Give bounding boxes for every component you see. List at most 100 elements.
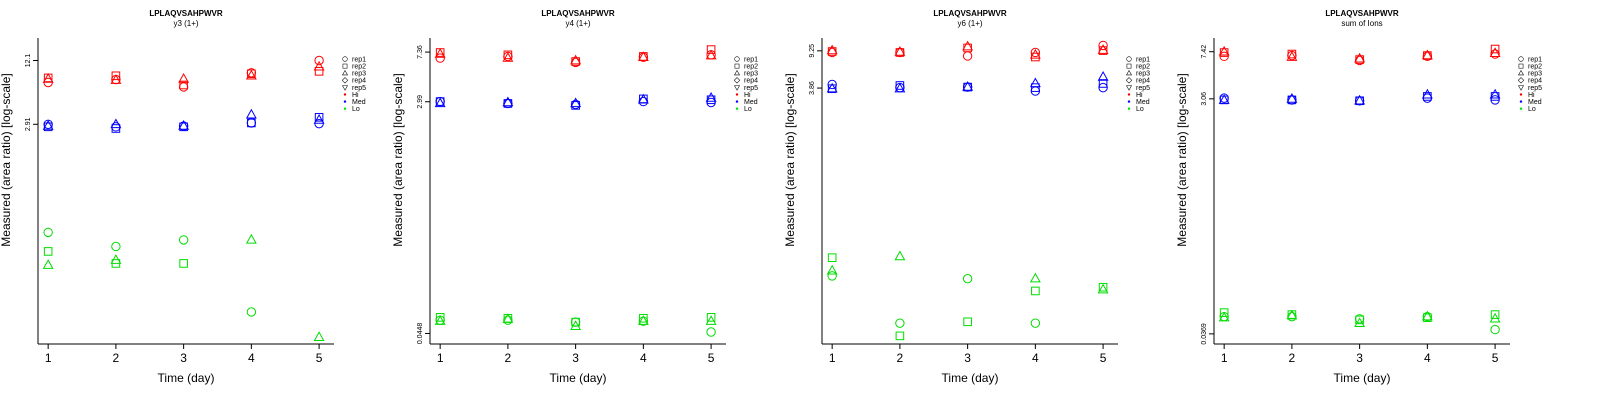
legend-symbol <box>343 107 347 110</box>
y-axis-title: Measured (area ratio) [log-scale] <box>0 73 13 246</box>
data-point-med-rep2 <box>247 118 256 128</box>
legend-symbol-hi <box>343 93 347 96</box>
data-point-lo-rep2 <box>43 247 53 256</box>
x-tick-label: 2 <box>113 351 120 365</box>
legend-symbol-rep4 <box>341 77 349 84</box>
data-point-lo-rep2 <box>827 253 837 263</box>
data-point-med-rep1 <box>246 118 257 128</box>
data-point-med-rep3 <box>1489 88 1501 99</box>
data-point-lo-rep2 <box>706 313 716 322</box>
data-point-lo-rep3 <box>313 331 325 341</box>
x-tick-label: 2 <box>897 351 904 365</box>
data-point-lo-rep2 <box>1219 308 1229 317</box>
data-point-hi-rep2 <box>1287 49 1297 59</box>
legend-symbol-rep5 <box>1518 85 1524 91</box>
legend-label: rep2 <box>1136 64 1150 71</box>
data-point-med-rep2 <box>827 84 837 94</box>
legend-symbol <box>1518 56 1524 62</box>
data-point-lo-rep3 <box>1029 272 1041 283</box>
legend-label: Hi <box>1136 92 1143 99</box>
chart-subtitle: y6 (1+) <box>957 19 982 28</box>
y-tick-label: 9.25 <box>809 44 816 58</box>
x-axis-title: Time (day) <box>1334 371 1391 385</box>
data-point-hi-rep1 <box>962 51 973 61</box>
legend-symbol <box>1126 69 1132 76</box>
legend-symbol-rep3 <box>1518 69 1524 76</box>
legend-label: Hi <box>352 92 359 99</box>
legend-symbol-hi <box>1127 93 1131 96</box>
data-point-med-rep3 <box>570 97 582 108</box>
data-point-lo-rep1 <box>895 318 905 328</box>
legend-label: rep3 <box>1136 71 1150 78</box>
legend-label: Lo <box>352 106 360 113</box>
chart-title: LPLAQVSAHPWVR <box>541 9 615 18</box>
y-axis-title: Measured (area ratio) [log-scale] <box>1175 73 1189 246</box>
data-point-med-rep3 <box>110 118 122 129</box>
legend-symbol-lo <box>1519 107 1523 110</box>
data-point-lo-rep1 <box>962 273 973 284</box>
data-point-med-rep2 <box>1031 83 1040 92</box>
data-point-hi-rep1 <box>1490 49 1500 59</box>
legend-symbol <box>1127 93 1131 96</box>
legend-label: rep1 <box>352 56 366 63</box>
legend-symbol-rep3 <box>342 69 348 76</box>
data-point-hi-rep3 <box>962 40 974 51</box>
x-tick-label: 1 <box>829 351 836 365</box>
data-point-lo-rep3 <box>570 320 582 331</box>
data-point-med-rep2 <box>111 124 121 133</box>
data-point-med-rep3 <box>1218 94 1230 104</box>
y-tick-label: 3.86 <box>809 81 816 95</box>
x-tick-label: 1 <box>437 351 444 365</box>
data-point-lo-rep1 <box>827 271 837 281</box>
chart-title: LPLAQVSAHPWVR <box>933 9 1007 18</box>
data-point-lo-rep2 <box>1098 282 1108 292</box>
data-point-hi-rep3 <box>705 49 717 60</box>
data-point-hi-rep2 <box>1423 51 1432 60</box>
data-point-lo-rep3 <box>1097 283 1109 294</box>
x-axis-title: Time (day) <box>942 371 999 385</box>
data-point-hi-rep2 <box>706 45 716 54</box>
data-point-med-rep2 <box>314 113 324 122</box>
data-point-med-rep2 <box>1098 79 1108 88</box>
data-point-lo-rep2 <box>435 313 445 322</box>
data-point-med-rep3 <box>313 114 325 124</box>
legend-label: rep3 <box>744 71 758 78</box>
data-point-lo-rep1 <box>435 315 445 325</box>
data-point-lo-rep3 <box>502 313 514 323</box>
chart-title: LPLAQVSAHPWVR <box>149 9 223 18</box>
data-point-hi-rep3 <box>1489 47 1501 58</box>
legend-symbol <box>734 63 740 69</box>
data-point-lo-rep3 <box>637 315 649 325</box>
data-point-hi-rep3 <box>245 69 257 80</box>
legend-symbol <box>343 100 347 103</box>
legend-label: rep3 <box>1528 71 1542 78</box>
y-tick-label: 2.91 <box>25 117 32 131</box>
data-point-hi-rep3 <box>502 52 514 62</box>
data-point-hi-rep3 <box>1218 45 1230 56</box>
data-point-lo-rep3 <box>894 250 906 261</box>
data-point-lo-rep3 <box>826 264 838 275</box>
y-tick-label: 7.42 <box>1201 45 1208 59</box>
legend-label: Hi <box>744 92 751 99</box>
y-tick-label: 0.0448 <box>417 323 424 345</box>
data-point-lo-rep1 <box>246 307 257 317</box>
chart-subtitle: y4 (1+) <box>565 19 590 28</box>
data-point-med-rep3 <box>826 82 838 93</box>
data-point-lo-rep1 <box>43 227 53 238</box>
legend-symbol <box>734 69 740 76</box>
data-point-lo-rep3 <box>1421 310 1433 321</box>
x-tick-label: 1 <box>1221 351 1228 365</box>
data-point-lo-rep1 <box>178 235 189 245</box>
legend-symbol-rep1 <box>1126 56 1132 62</box>
data-point-med-rep3 <box>178 119 190 130</box>
legend-symbol <box>342 69 348 76</box>
data-point-hi-rep1 <box>435 53 445 63</box>
legend-label: rep2 <box>744 64 758 71</box>
legend-symbol-med <box>1127 100 1131 103</box>
legend-symbol <box>1126 56 1132 62</box>
data-point-med-rep2 <box>963 82 972 92</box>
data-point-lo-rep1 <box>706 327 716 337</box>
